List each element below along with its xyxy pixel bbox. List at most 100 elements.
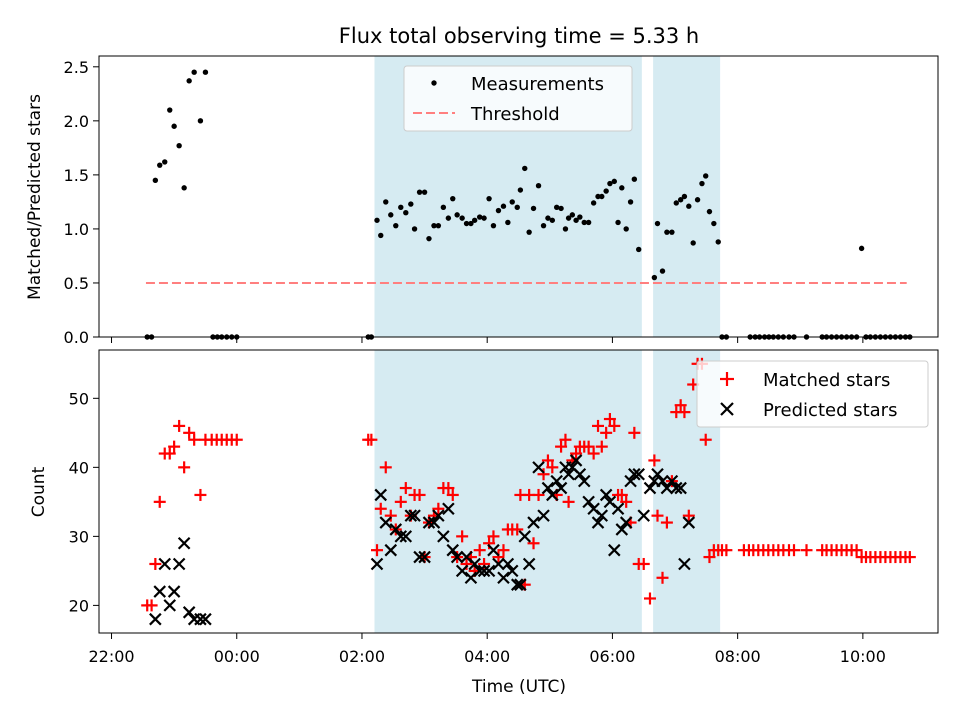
measurement-point	[162, 159, 168, 165]
measurement-point	[535, 182, 542, 189]
measurement-point	[627, 199, 634, 205]
matched-star-point	[592, 419, 605, 432]
predicted-star-point	[518, 530, 532, 543]
measurement-point	[486, 195, 492, 202]
matched-star-point	[628, 426, 641, 439]
x-tick-label: 10:00	[840, 647, 886, 666]
legend-matched-icon	[720, 372, 734, 386]
measurement-point	[393, 222, 399, 229]
predicted-star-point	[562, 467, 575, 481]
matched-star-point	[555, 440, 568, 453]
measurement-point	[669, 229, 675, 235]
predicted-star-point	[408, 509, 421, 522]
legend-measurements-label: Measurements	[471, 74, 604, 95]
matched-star-point	[365, 433, 378, 446]
predicted-star-point	[628, 467, 641, 481]
measurement-point	[171, 123, 177, 129]
y-tick-label: 2.5	[64, 58, 89, 77]
matched-star-point	[648, 454, 661, 467]
top-y-axis-label: Matched/Predicted stars	[25, 94, 45, 300]
predicted-star-point	[473, 564, 486, 578]
matched-star-point	[559, 433, 572, 446]
matched-star-point	[660, 516, 673, 529]
predicted-star-point	[418, 550, 431, 564]
measurement-point	[411, 226, 418, 232]
measurement-point	[157, 162, 163, 168]
matched-star-point	[562, 495, 575, 508]
measurement-point	[553, 204, 560, 211]
predicted-star-point	[167, 585, 181, 598]
measurement-point	[581, 219, 587, 226]
measurement-point	[545, 215, 551, 221]
measurement-point	[631, 176, 638, 182]
measurement-point	[706, 208, 713, 215]
measurement-point	[703, 173, 709, 179]
bottom-y-axis-label: Count	[29, 466, 49, 517]
matched-star-point	[582, 440, 595, 453]
predicted-star-point	[656, 474, 669, 488]
measurement-point	[152, 177, 159, 183]
predicted-star-point	[670, 481, 683, 495]
predicted-star-point	[595, 509, 609, 522]
bottom-x-axis-label: Time (UTC)	[471, 677, 566, 697]
measurement-point	[699, 180, 705, 187]
measurement-point	[481, 215, 487, 221]
measurement-point	[636, 246, 642, 253]
matched-star-point	[163, 447, 176, 460]
predicted-star-point	[384, 543, 398, 557]
predicted-star-point	[608, 543, 621, 557]
predicted-star-point	[163, 599, 177, 612]
measurement-point	[711, 220, 717, 227]
predicted-star-point	[404, 509, 418, 522]
measurement-point	[495, 207, 502, 214]
matched-star-point	[442, 482, 455, 495]
measurement-point	[426, 235, 432, 242]
predicted-star-point	[674, 481, 687, 495]
measurement-point	[450, 195, 456, 202]
measurement-point	[673, 200, 679, 206]
measurement-point	[374, 217, 380, 223]
measurement-point	[599, 193, 605, 200]
matched-star-point	[787, 544, 800, 557]
x-tick-label: 00:00	[214, 647, 260, 666]
predicted-star-point	[182, 606, 196, 619]
predicted-star-point	[582, 495, 595, 509]
matched-star-point	[678, 406, 691, 419]
measurement-point	[463, 220, 470, 227]
legend-predicted-label: Predicted stars	[763, 400, 897, 421]
matched-star-point	[703, 551, 716, 564]
measurement-point	[435, 222, 442, 229]
x-tick-label: 22:00	[88, 647, 134, 666]
matched-star-point	[541, 454, 554, 467]
matched-star-point	[188, 433, 201, 446]
measurement-points	[144, 69, 913, 340]
y-tick-label: 40	[69, 458, 89, 477]
predicted-star-point	[577, 474, 591, 488]
measurement-point	[590, 200, 597, 206]
matched-star-point	[230, 433, 243, 446]
predicted-star-point	[399, 530, 413, 543]
matched-star-point	[595, 440, 608, 453]
y-tick-label: 1.5	[64, 166, 89, 185]
measurement-point	[490, 222, 497, 229]
matched-star-point	[603, 413, 616, 426]
measurement-point	[403, 210, 409, 216]
bottom-y-ticks: 20 30 40 50	[69, 389, 99, 615]
bottom-legend-box	[696, 360, 929, 428]
matched-star-point	[487, 530, 500, 543]
measurement-point	[549, 217, 556, 223]
matched-star-point	[149, 557, 162, 570]
measurement-point	[197, 118, 204, 124]
matched-star-point	[379, 461, 392, 474]
measurement-point	[659, 268, 666, 274]
legend-predicted-icon	[720, 402, 734, 416]
bottom-axes-frame	[98, 349, 939, 634]
measurement-point	[651, 274, 658, 281]
legend-measurements-icon	[431, 80, 437, 86]
matched-star-point	[800, 544, 813, 557]
predicted-star-point	[370, 557, 384, 571]
predicted-star-point	[619, 516, 633, 529]
predicted-star-point	[437, 530, 450, 543]
measurement-point	[514, 204, 520, 211]
